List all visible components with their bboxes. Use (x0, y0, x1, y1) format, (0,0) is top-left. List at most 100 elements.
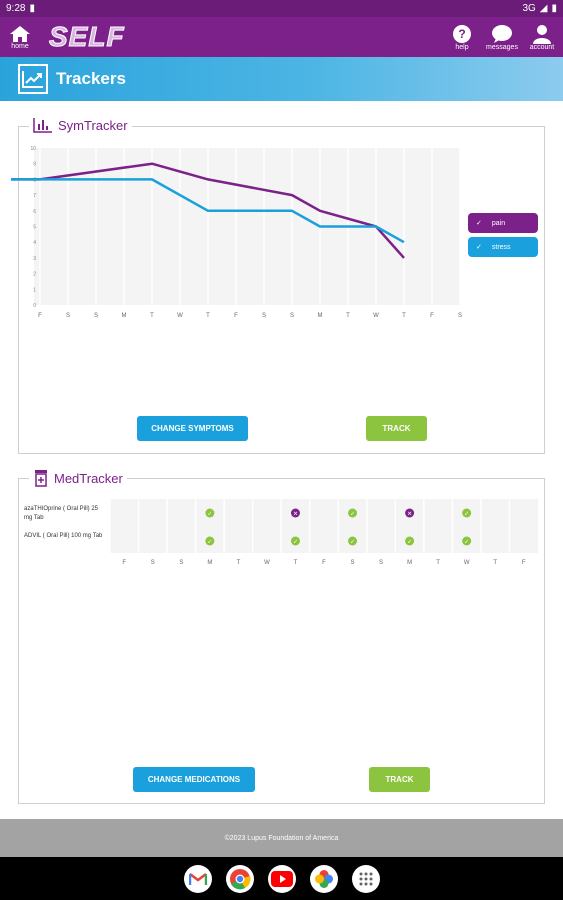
medtracker-heading: MedTracker (29, 469, 127, 487)
dose-taken-mark[interactable] (462, 536, 472, 546)
network-label: 3G (522, 3, 536, 14)
x-tick-label: F (38, 313, 42, 319)
top-navigation: home SELF ? help messages account (0, 17, 563, 57)
day-label: T (436, 560, 440, 566)
x-tick-label: W (373, 313, 379, 319)
check-icon: ✓ (207, 511, 212, 518)
symtracker-title: SymTracker (58, 117, 128, 133)
x-tick-label: T (346, 313, 350, 319)
check-icon: ✓ (207, 539, 212, 546)
x-icon: ✕ (293, 511, 298, 518)
med-name-2: ADVIL ( Oral Pill) 100 mg Tab (24, 533, 103, 539)
photos-icon[interactable] (309, 864, 338, 893)
pill-bottle-icon (35, 470, 47, 487)
day-label: S (179, 560, 183, 566)
legend-stress-toggle[interactable]: ✓ stress (468, 237, 538, 257)
symtracker-heading: SymTracker (29, 117, 132, 133)
x-tick-label: T (402, 313, 406, 319)
series-line-pain (11, 162, 405, 259)
x-tick-label: S (94, 313, 98, 319)
help-icon: ? (453, 24, 471, 43)
dose-taken-mark[interactable] (348, 508, 358, 518)
day-label: M (407, 560, 412, 566)
day-label: S (151, 560, 155, 566)
check-icon: ✓ (350, 511, 355, 518)
x-tick-label: S (458, 313, 462, 319)
day-label: M (207, 560, 212, 566)
messages-label: messages (486, 43, 518, 51)
check-icon: ✓ (476, 220, 482, 227)
day-label: F (122, 560, 126, 566)
check-icon: ✓ (293, 539, 298, 546)
youtube-icon[interactable] (267, 864, 296, 893)
day-label: S (379, 560, 383, 566)
messages-icon (492, 24, 512, 43)
status-time: 9:28 (6, 3, 26, 14)
dose-taken-mark[interactable] (348, 536, 358, 546)
x-tick-label: T (150, 313, 154, 319)
help-button[interactable]: ? help (443, 24, 481, 51)
med-name-1: azaTHIOprine ( Oral Pill) 25 mg Tab (24, 506, 99, 521)
day-label: T (294, 560, 298, 566)
medication-grid: F S S M T W T F S S M T W T F ✓ ✕ ✓ ✕ ✓ ✓ ✓ ✓ ✓ ✓ (109, 499, 538, 566)
day-label: W (464, 560, 470, 566)
y-tick-label: 1 (33, 287, 36, 293)
dose-taken-mark[interactable] (405, 536, 415, 546)
dose-missed-mark[interactable] (290, 508, 300, 518)
plot-background (34, 148, 460, 305)
check-icon: ✓ (476, 244, 482, 251)
day-label: S (351, 560, 355, 566)
x-tick-label: T (206, 313, 210, 319)
status-bar: 9:28 ▮ 3G ◢ ▮ (0, 0, 563, 17)
x-tick-label: S (66, 313, 70, 319)
y-tick-label: 9 (33, 162, 36, 168)
legend-pain-toggle[interactable]: ✓ pain (468, 213, 538, 233)
dose-missed-mark[interactable] (405, 508, 415, 518)
day-label: F (322, 560, 326, 566)
account-label: account (529, 43, 555, 51)
check-icon: ✓ (407, 539, 412, 546)
home-label: home (11, 42, 29, 50)
change-symptoms-button[interactable]: CHANGE SYMPTOMS (137, 416, 248, 441)
dose-taken-mark[interactable] (205, 508, 215, 518)
x-tick-label: M (122, 313, 127, 319)
x-tick-label: F (234, 313, 238, 319)
y-tick-label: 10 (30, 146, 36, 152)
gmail-icon[interactable] (183, 864, 212, 893)
track-medications-button[interactable]: TRACK (369, 767, 430, 792)
app-dock (0, 857, 563, 900)
check-icon: ✓ (464, 539, 469, 546)
y-tick-label: 0 (33, 303, 36, 309)
dose-taken-mark[interactable] (290, 536, 300, 546)
messages-button[interactable]: messages (483, 24, 521, 51)
change-medications-button[interactable]: CHANGE MEDICATIONS (133, 767, 255, 792)
app-drawer-icon[interactable] (351, 864, 380, 893)
day-label: W (264, 560, 270, 566)
y-tick-label: 2 (33, 272, 36, 278)
x-icon: ✕ (407, 511, 412, 518)
message-icon: ▮ (29, 3, 35, 14)
track-symptoms-button[interactable]: TRACK (366, 416, 427, 441)
dose-taken-mark[interactable] (462, 508, 472, 518)
copyright-text: ©2023 Lupus Foundation of America (224, 834, 339, 842)
y-tick-label: 7 (33, 193, 36, 199)
battery-icon: ▮ (551, 3, 557, 14)
legend-stress-label: stress (491, 243, 511, 251)
account-button[interactable]: account (523, 24, 561, 51)
page-banner: Trackers (0, 57, 563, 101)
day-label: T (237, 560, 241, 566)
self-logo[interactable]: SELF (49, 21, 125, 53)
help-label: help (455, 43, 469, 51)
bar-chart-icon (33, 118, 52, 133)
x-tick-label: S (262, 313, 266, 319)
account-icon (533, 24, 551, 44)
dose-taken-mark[interactable] (205, 536, 215, 546)
y-tick-label: 6 (33, 209, 36, 215)
home-icon (10, 25, 30, 42)
home-button[interactable]: home (1, 25, 39, 50)
y-tick-label: 5 (33, 225, 36, 231)
check-icon: ✓ (464, 511, 469, 518)
chrome-icon[interactable] (225, 864, 254, 893)
day-label: T (493, 560, 497, 566)
